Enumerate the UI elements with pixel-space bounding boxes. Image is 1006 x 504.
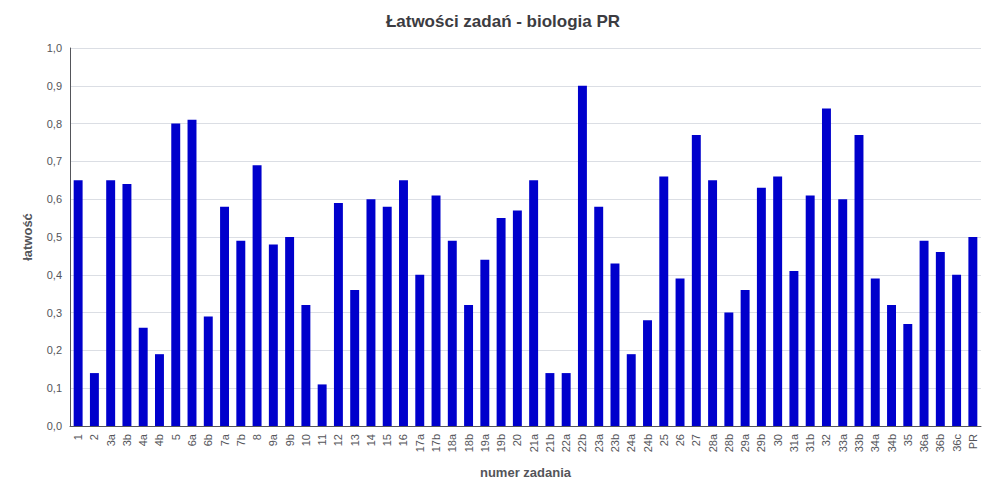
svg-text:10: 10	[300, 434, 312, 446]
svg-text:29b: 29b	[755, 434, 767, 452]
svg-text:0,7: 0,7	[47, 155, 62, 167]
svg-text:0,9: 0,9	[47, 80, 62, 92]
svg-text:0,8: 0,8	[47, 118, 62, 130]
svg-text:15: 15	[381, 434, 393, 446]
svg-text:2: 2	[88, 434, 100, 440]
svg-text:numer zadania: numer zadania	[480, 465, 572, 480]
svg-text:33b: 33b	[853, 434, 865, 452]
svg-text:22a: 22a	[560, 433, 572, 452]
svg-text:20: 20	[511, 434, 523, 446]
svg-text:9b: 9b	[284, 434, 296, 446]
svg-text:3a: 3a	[105, 433, 117, 446]
svg-text:11: 11	[316, 434, 328, 445]
svg-text:1,0: 1,0	[47, 42, 62, 54]
svg-text:PR: PR	[967, 434, 979, 449]
svg-text:7b: 7b	[235, 434, 247, 446]
svg-text:31b: 31b	[804, 434, 816, 452]
svg-text:9a: 9a	[267, 433, 279, 446]
svg-text:7a: 7a	[219, 433, 231, 446]
svg-text:19a: 19a	[479, 433, 491, 452]
svg-text:19b: 19b	[495, 434, 507, 452]
svg-text:22b: 22b	[576, 434, 588, 452]
svg-text:3b: 3b	[121, 434, 133, 446]
svg-text:36c: 36c	[951, 434, 963, 452]
svg-text:0,6: 0,6	[47, 193, 62, 205]
svg-text:0,4: 0,4	[47, 269, 62, 281]
svg-text:0,1: 0,1	[47, 382, 62, 394]
svg-text:0,5: 0,5	[47, 231, 62, 243]
svg-text:18b: 18b	[463, 434, 475, 452]
svg-text:12: 12	[332, 434, 344, 446]
svg-text:0,2: 0,2	[47, 344, 62, 356]
svg-text:33a: 33a	[837, 433, 849, 452]
svg-text:17a: 17a	[414, 433, 426, 452]
svg-text:1: 1	[72, 434, 84, 440]
svg-text:25: 25	[658, 434, 670, 446]
svg-text:0,3: 0,3	[47, 307, 62, 319]
svg-text:34b: 34b	[886, 434, 898, 452]
svg-text:27: 27	[690, 434, 702, 446]
svg-text:28a: 28a	[707, 433, 719, 452]
svg-text:Łatwości zadań - biologia PR: Łatwości zadań - biologia PR	[386, 12, 620, 31]
svg-text:łatwość: łatwość	[20, 213, 35, 261]
svg-text:24a: 24a	[625, 433, 637, 452]
svg-text:16: 16	[397, 434, 409, 446]
svg-text:23a: 23a	[593, 433, 605, 452]
svg-text:34a: 34a	[869, 433, 881, 452]
svg-text:4b: 4b	[153, 434, 165, 446]
svg-text:36a: 36a	[918, 433, 930, 452]
svg-text:29a: 29a	[739, 433, 751, 452]
svg-text:26: 26	[674, 434, 686, 446]
svg-text:36b: 36b	[934, 434, 946, 452]
svg-text:30: 30	[772, 434, 784, 446]
svg-text:24b: 24b	[642, 434, 654, 452]
svg-text:18a: 18a	[446, 433, 458, 452]
svg-text:28b: 28b	[723, 434, 735, 452]
svg-text:32: 32	[820, 434, 832, 446]
svg-text:17b: 17b	[430, 434, 442, 452]
svg-text:4a: 4a	[137, 433, 149, 446]
svg-text:21a: 21a	[528, 433, 540, 452]
svg-text:23b: 23b	[609, 434, 621, 452]
svg-text:13: 13	[349, 434, 361, 446]
svg-text:6b: 6b	[202, 434, 214, 446]
svg-text:14: 14	[365, 434, 377, 446]
svg-text:6a: 6a	[186, 433, 198, 446]
svg-text:0,0: 0,0	[47, 420, 62, 432]
svg-text:35: 35	[902, 434, 914, 446]
svg-text:5: 5	[170, 434, 182, 440]
svg-text:21b: 21b	[544, 434, 556, 452]
svg-text:31a: 31a	[788, 433, 800, 452]
svg-text:8: 8	[251, 434, 263, 440]
